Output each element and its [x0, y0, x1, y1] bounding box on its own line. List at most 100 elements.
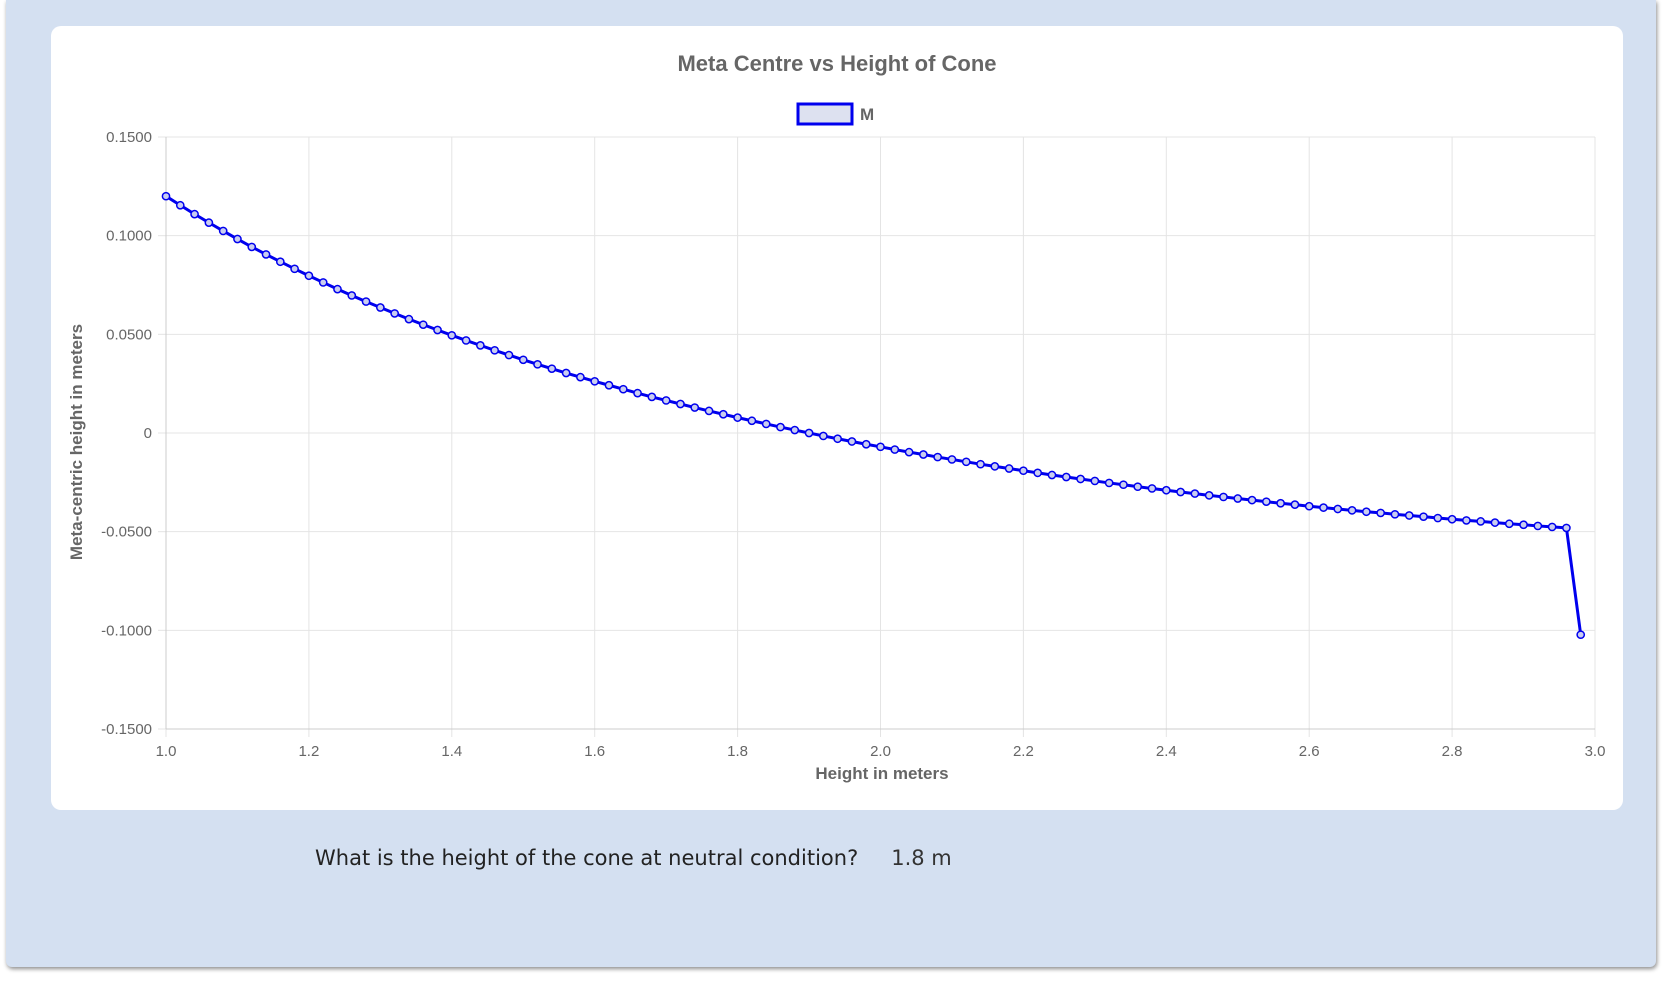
data-point[interactable]: [1047, 470, 1057, 480]
legend[interactable]: M: [796, 102, 874, 126]
data-point[interactable]: [404, 314, 414, 324]
data-point[interactable]: [1404, 511, 1414, 520]
data-point[interactable]: [361, 297, 371, 306]
data-point[interactable]: [1547, 522, 1557, 532]
data-point[interactable]: [676, 399, 685, 409]
data-point[interactable]: [847, 437, 857, 446]
data-point[interactable]: [947, 455, 957, 464]
data-point[interactable]: [290, 264, 299, 274]
data-point[interactable]: [1133, 482, 1143, 492]
data-point[interactable]: [990, 461, 1000, 471]
data-point[interactable]: [1319, 503, 1328, 512]
data-point[interactable]: [1161, 485, 1171, 495]
data-point[interactable]: [904, 447, 914, 457]
data-point[interactable]: [161, 191, 171, 201]
data-point[interactable]: [790, 425, 800, 435]
data-point[interactable]: [433, 325, 442, 335]
data-point[interactable]: [204, 218, 214, 227]
data-point[interactable]: [718, 409, 728, 419]
data-point[interactable]: [1362, 507, 1371, 517]
data-point[interactable]: [961, 457, 971, 467]
data-point[interactable]: [547, 364, 557, 374]
data-point[interactable]: [733, 413, 742, 422]
data-point[interactable]: [861, 439, 871, 449]
data-point[interactable]: [1390, 509, 1400, 519]
data-point[interactable]: [1033, 468, 1043, 478]
data-point[interactable]: [233, 234, 242, 244]
data-point[interactable]: [976, 459, 985, 469]
data-point[interactable]: [1290, 500, 1300, 509]
data-point[interactable]: [1276, 498, 1285, 508]
data-point[interactable]: [690, 403, 700, 412]
data-point[interactable]: [1061, 472, 1071, 482]
data-point[interactable]: [1447, 514, 1457, 524]
data-point[interactable]: [1433, 513, 1443, 523]
data-point[interactable]: [1490, 518, 1500, 527]
data-point[interactable]: [661, 396, 671, 405]
data-point[interactable]: [704, 406, 714, 416]
data-point[interactable]: [604, 380, 614, 390]
data-point[interactable]: [776, 422, 785, 432]
data-point[interactable]: [1476, 517, 1486, 526]
data-point[interactable]: [1533, 521, 1543, 531]
data-point[interactable]: [747, 416, 757, 426]
data-point[interactable]: [1176, 487, 1185, 497]
data-point[interactable]: [390, 309, 399, 318]
data-point[interactable]: [561, 368, 571, 378]
data-point[interactable]: [1076, 474, 1085, 484]
data-point[interactable]: [175, 200, 185, 210]
data-point[interactable]: [1019, 466, 1028, 476]
data-point[interactable]: [304, 271, 314, 281]
data-point[interactable]: [533, 359, 542, 369]
data-point[interactable]: [447, 330, 457, 340]
data-point[interactable]: [1219, 492, 1228, 502]
data-point[interactable]: [275, 257, 285, 267]
data-point[interactable]: [461, 336, 471, 345]
data-point[interactable]: [890, 445, 900, 454]
data-point[interactable]: [518, 355, 528, 365]
data-point[interactable]: [633, 388, 642, 398]
data-point[interactable]: [590, 376, 600, 386]
data-point[interactable]: [1504, 519, 1514, 529]
data-point[interactable]: [1347, 506, 1357, 515]
data-point[interactable]: [1190, 489, 1200, 498]
data-point[interactable]: [1104, 478, 1114, 488]
data-point[interactable]: [1376, 508, 1386, 518]
data-point[interactable]: [1204, 491, 1214, 500]
data-point[interactable]: [1333, 504, 1343, 514]
data-point[interactable]: [818, 431, 828, 441]
data-point[interactable]: [876, 442, 885, 452]
data-point[interactable]: [1233, 494, 1243, 503]
data-point[interactable]: [618, 384, 628, 394]
data-point[interactable]: [333, 284, 342, 294]
data-point[interactable]: [190, 209, 199, 219]
data-point[interactable]: [933, 452, 943, 462]
data-point[interactable]: [1147, 484, 1157, 493]
data-point[interactable]: [1576, 630, 1586, 640]
data-point[interactable]: [1004, 464, 1014, 473]
data-point[interactable]: [376, 303, 385, 312]
data-point[interactable]: [1304, 501, 1314, 511]
data-point[interactable]: [218, 226, 228, 236]
data-point[interactable]: [1261, 497, 1271, 507]
data-point[interactable]: [261, 250, 271, 259]
data-point[interactable]: [1419, 512, 1428, 522]
data-point[interactable]: [576, 372, 585, 382]
data-point[interactable]: [476, 341, 485, 350]
data-point[interactable]: [347, 291, 357, 300]
data-point[interactable]: [647, 392, 657, 402]
data-point[interactable]: [318, 278, 328, 287]
data-point[interactable]: [504, 350, 514, 360]
data-point[interactable]: [247, 242, 257, 252]
data-point[interactable]: [1119, 480, 1128, 490]
data-point[interactable]: [1519, 520, 1528, 530]
data-point[interactable]: [1462, 516, 1471, 525]
data-point[interactable]: [490, 345, 500, 355]
data-point[interactable]: [919, 450, 928, 459]
data-point[interactable]: [761, 419, 771, 429]
data-point[interactable]: [1562, 523, 1571, 533]
data-point[interactable]: [804, 428, 814, 438]
data-point[interactable]: [1090, 476, 1100, 486]
data-point[interactable]: [1247, 495, 1257, 505]
data-point[interactable]: [418, 320, 428, 330]
